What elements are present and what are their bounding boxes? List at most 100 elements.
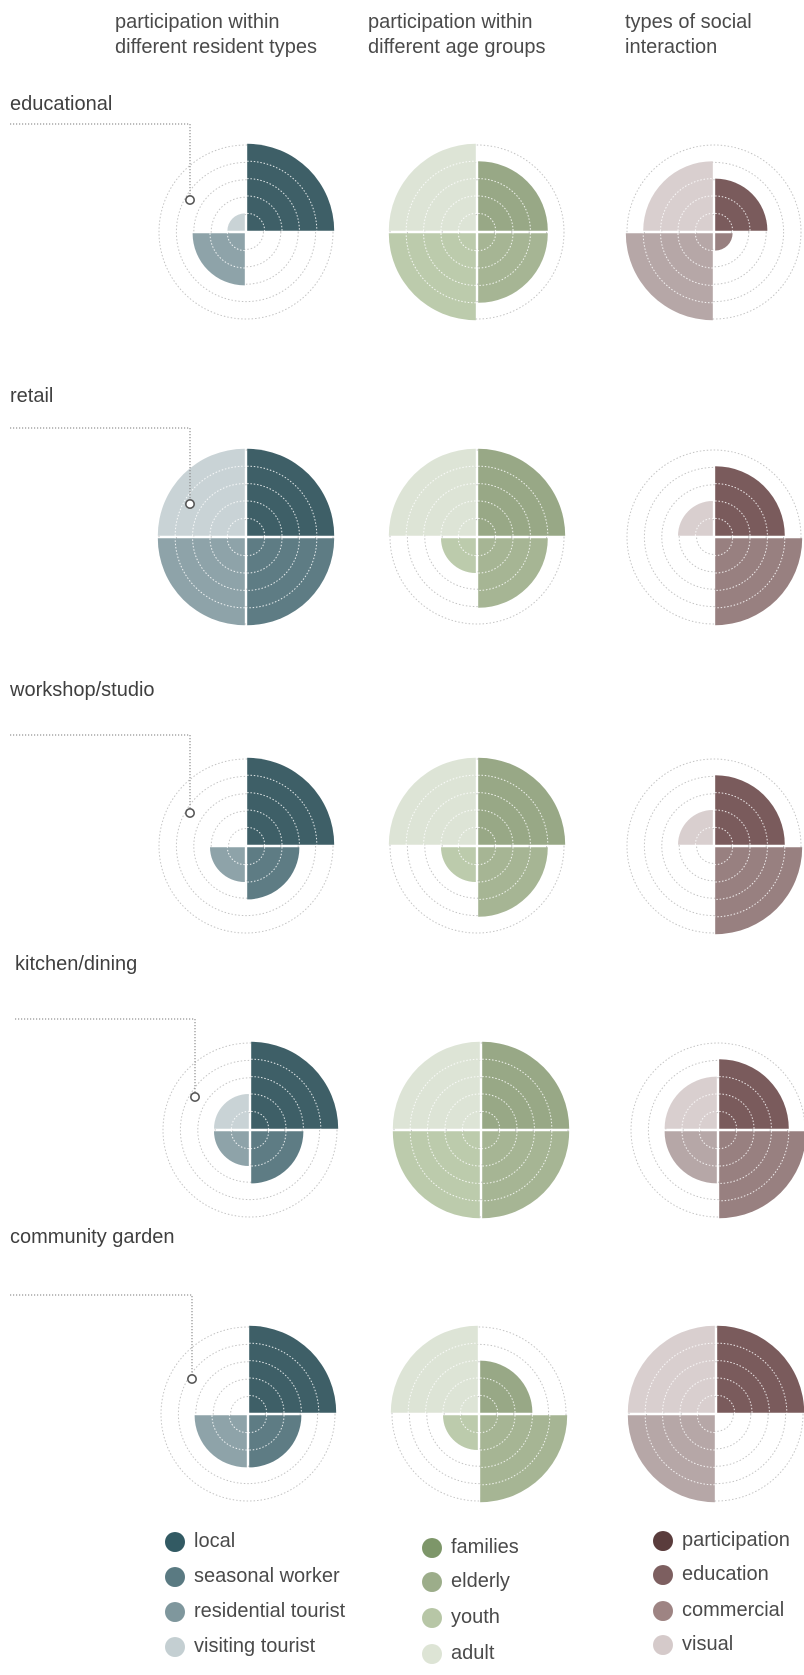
sector-ring <box>247 538 300 591</box>
grid-ring <box>406 466 548 608</box>
column-header-resident-types: participation within different resident t… <box>115 11 317 58</box>
sector-top_left <box>227 213 245 231</box>
sector-ring <box>698 1110 717 1129</box>
grid-ring <box>643 775 785 917</box>
grid-ring <box>193 179 299 285</box>
grid-ring <box>441 196 513 268</box>
sector-top_right <box>719 1059 789 1129</box>
legend-label: elderly <box>451 1570 510 1592</box>
grid-ring <box>696 214 732 250</box>
grid-ring <box>665 1077 771 1183</box>
sector-ring <box>717 1360 770 1413</box>
sector-ring <box>457 847 476 866</box>
sector-bottom_left <box>441 538 476 573</box>
grid-ring <box>214 1094 286 1166</box>
sector-ring <box>482 1093 518 1129</box>
sector-ring <box>482 1131 553 1202</box>
sector-ring <box>719 1093 755 1129</box>
grid-ring <box>698 1396 734 1432</box>
sector-top_right <box>715 178 768 231</box>
grid-ring <box>461 1396 497 1432</box>
sector-ring <box>696 1394 715 1413</box>
grid-ring <box>158 144 334 320</box>
sector-ring <box>192 538 245 591</box>
grid-ring <box>647 1059 789 1201</box>
sector-ring <box>209 538 245 574</box>
legend-item: elderly <box>422 1570 510 1593</box>
sector-ring <box>660 178 713 231</box>
sector-bottom_left <box>214 1131 249 1166</box>
legend-item: visual <box>653 1633 733 1656</box>
sector-ring <box>423 792 476 845</box>
grid-ring <box>661 793 767 899</box>
legend-swatch <box>422 1607 442 1628</box>
sector-top_right <box>247 448 335 536</box>
grid-ring <box>230 1396 266 1432</box>
sector-ring <box>715 538 734 557</box>
sector-ring <box>457 538 476 557</box>
sector-bottom_right <box>249 1415 302 1468</box>
sector-ring <box>247 195 283 231</box>
sector-top_left <box>664 1076 717 1129</box>
sector-ring <box>715 809 751 845</box>
legend-swatch <box>422 1643 442 1664</box>
grid-ring <box>661 179 767 285</box>
sector-ring <box>247 483 300 536</box>
legend-swatch <box>422 1537 442 1558</box>
sector-bottom_right <box>719 1131 804 1219</box>
sector-ring <box>715 826 734 845</box>
legend-label: youth <box>451 1606 500 1628</box>
sector-ring <box>478 178 531 231</box>
sector-ring <box>192 483 245 536</box>
sector-ring <box>174 538 245 609</box>
sector-ring <box>247 847 266 866</box>
grid-ring <box>408 1343 550 1485</box>
grid-ring <box>195 1361 301 1467</box>
grid-ring <box>210 501 282 573</box>
sector-ring <box>478 233 514 269</box>
legend-item: visiting tourist <box>165 1635 315 1658</box>
sector-ring <box>478 847 497 866</box>
sector-top_left <box>678 501 713 536</box>
sector-ring <box>715 538 768 591</box>
sector-ring <box>679 1415 715 1451</box>
sector-ring <box>247 826 266 845</box>
grid-ring <box>443 1378 515 1450</box>
sector-ring <box>644 1415 715 1486</box>
sector-bottom_left <box>441 847 476 882</box>
grid-ring <box>389 144 565 320</box>
sector-top_left <box>388 757 476 845</box>
sector-ring <box>442 1377 478 1413</box>
sector-ring <box>478 847 514 883</box>
sector-ring <box>226 233 245 252</box>
polar-chart-social <box>625 144 802 321</box>
sector-bottom_right <box>247 847 300 900</box>
sector-ring <box>405 774 476 845</box>
sector-top_left <box>678 810 713 845</box>
sector-ring <box>251 1131 270 1150</box>
sector-ring <box>715 517 734 536</box>
sector-ring <box>249 1342 320 1413</box>
sector-ring <box>715 792 768 845</box>
sector-ring <box>247 178 300 231</box>
sector-ring <box>681 1131 717 1167</box>
sector-top_left <box>643 161 713 231</box>
grid-ring <box>626 758 802 934</box>
sector-ring <box>480 1415 499 1434</box>
row-label-workshop-studio: workshop/studio <box>10 679 155 701</box>
grid-ring <box>175 775 317 917</box>
sector-ring <box>461 1131 480 1150</box>
sector-ring <box>717 1342 788 1413</box>
polar-chart-resident <box>158 143 335 320</box>
sector-ring <box>427 1076 480 1129</box>
sector-bottom_right <box>482 1131 570 1219</box>
sector-top_right <box>478 161 548 231</box>
sector-ring <box>715 500 751 536</box>
legend-label: residential tourist <box>194 1600 346 1622</box>
sector-ring <box>405 160 476 231</box>
polar-chart-social <box>626 758 803 935</box>
grid-ring <box>179 1059 321 1201</box>
legend-label: participation <box>682 1529 790 1551</box>
sector-ring <box>409 1131 480 1202</box>
sector-ring <box>715 538 751 574</box>
